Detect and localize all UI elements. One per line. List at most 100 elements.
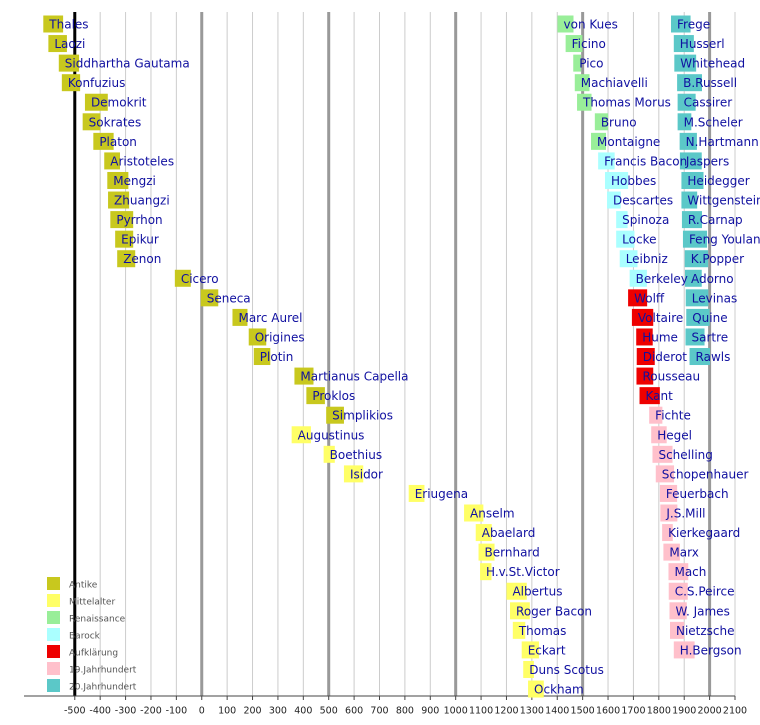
legend-swatch	[47, 577, 60, 590]
x-tick-label: 1100	[469, 706, 493, 717]
lifespan-bar	[523, 660, 534, 678]
philosopher-name: Francis Bacon	[604, 154, 687, 168]
x-tick-label: -500	[64, 706, 86, 717]
lifespan-bar	[652, 445, 673, 463]
legend: Antike Mittelalter Renaissance Barock Aufklä…	[47, 577, 137, 693]
x-tick-label: 1700	[621, 706, 645, 717]
lifespan-bar	[655, 465, 675, 483]
x-tick-label: 200	[243, 706, 261, 717]
legend-swatch	[47, 645, 60, 658]
lifespan-bar	[480, 563, 492, 581]
lifespan-bar	[82, 113, 101, 131]
lifespan-bar	[93, 132, 114, 150]
philosopher-name: Sartre	[691, 330, 728, 344]
legend-label: Renaissance	[69, 615, 126, 625]
lifespan-bar	[673, 641, 695, 659]
lifespan-bar	[619, 250, 638, 268]
lifespan-bar	[475, 524, 492, 542]
legend-swatch	[47, 628, 60, 641]
lifespan-bar	[668, 582, 688, 600]
lifespan-bar	[43, 15, 64, 33]
x-tick-label: 500	[320, 706, 338, 717]
philosopher-name: Wittgenstein	[687, 194, 760, 208]
lifespan-bar	[684, 250, 709, 268]
philosopher-name: Hobbes	[611, 174, 656, 188]
philosopher-name: Bernhard	[485, 546, 540, 560]
philosopher-name: Wolff	[634, 291, 665, 305]
philosopher-name: Simplikios	[332, 409, 393, 423]
lifespan-bar	[636, 367, 654, 385]
lifespan-bar	[61, 74, 81, 92]
philosopher-name: Thomas Morus	[582, 96, 671, 110]
philosopher-name: Descartes	[613, 194, 673, 208]
x-tick-label: 1500	[571, 706, 595, 717]
lifespan-bar	[681, 171, 704, 189]
philosopher-name: Anselm	[470, 507, 514, 521]
lifespan-bar	[528, 680, 544, 698]
philosopher-name: Epikur	[121, 233, 159, 247]
lifespan-bar	[671, 15, 691, 33]
philosopher-name: Voltaire	[638, 311, 683, 325]
lifespan-bar	[291, 426, 311, 444]
x-tick-label: -300	[115, 706, 137, 717]
lifespan-bar	[408, 484, 425, 502]
philosopher-name: Hegel	[657, 428, 692, 442]
philosopher-name: Isidor	[350, 467, 383, 481]
philosopher-name: Hume	[642, 330, 678, 344]
lifespan-bar	[659, 484, 678, 502]
philosopher-name: Marx	[669, 546, 698, 560]
grid: -500 -400 -300 -200 -100 0 100 200 300 400 500 600 7…	[24, 12, 747, 717]
lifespan-bar	[669, 602, 687, 620]
lifespan-bar	[631, 308, 654, 326]
lifespan-bar	[639, 387, 660, 405]
lifespan-bar	[677, 113, 692, 131]
x-tick-label: 2000	[698, 706, 722, 717]
philosopher-name: Aristoteles	[110, 154, 174, 168]
philosopher-name: N.Hartmann	[686, 135, 759, 149]
lifespan-bar	[104, 152, 120, 170]
philosopher-name: Frege	[677, 18, 710, 32]
lifespan-bar	[557, 15, 574, 33]
philosopher-name: Zhuangzi	[114, 194, 170, 208]
philosopher-name: Thomas	[518, 624, 567, 638]
bars: Thales von Kues Frege Laozi Ficino Husserl Sid…	[43, 15, 760, 698]
lifespan-bar	[306, 387, 325, 405]
lifespan-bar	[629, 269, 647, 287]
lifespan-bar	[253, 348, 271, 366]
lifespan-bar	[689, 348, 711, 366]
philosopher-name: Feng Youlan	[689, 233, 760, 247]
legend-swatch	[47, 611, 60, 624]
philosopher-name: Locke	[622, 233, 656, 247]
philosopher-name: Mach	[674, 565, 706, 579]
x-tick-label: 1900	[672, 706, 696, 717]
x-tick-label: 100	[218, 706, 236, 717]
philosopher-name: W. James	[675, 604, 729, 618]
x-tick-label: 1400	[545, 706, 569, 717]
philosopher-name: Abaelard	[482, 526, 536, 540]
lifespan-bar	[294, 367, 314, 385]
philosopher-name: C.S.Peirce	[675, 585, 735, 599]
lifespan-bar	[512, 621, 526, 639]
philosopher-name: Ockham	[534, 683, 584, 697]
philosopher-name: Cassirer	[684, 96, 733, 110]
x-tick-label: 700	[370, 706, 388, 717]
philosopher-name: Kant	[646, 389, 674, 403]
x-tick-label: 300	[269, 706, 287, 717]
legend-swatch	[47, 594, 60, 607]
lifespan-bar	[174, 269, 191, 287]
philosopher-name: von Kues	[564, 18, 618, 32]
legend-label: 20.Jahrhundert	[69, 683, 137, 693]
philosopher-name: Adorno	[691, 272, 734, 286]
lifespan-bar	[677, 93, 696, 111]
philosopher-name: Ficino	[572, 37, 606, 51]
philosopher-name: Schopenhauer	[662, 467, 749, 481]
philosopher-name: Montaigne	[597, 135, 660, 149]
philosopher-name: Spinoza	[622, 213, 669, 227]
x-tick-label: 1800	[647, 706, 671, 717]
x-tick-label: 400	[294, 706, 312, 717]
lifespan-bar	[565, 35, 583, 53]
lifespan-bar	[669, 621, 685, 639]
legend-label: Barock	[69, 632, 101, 642]
lifespan-bar	[649, 406, 663, 424]
lifespan-bar	[573, 54, 582, 72]
